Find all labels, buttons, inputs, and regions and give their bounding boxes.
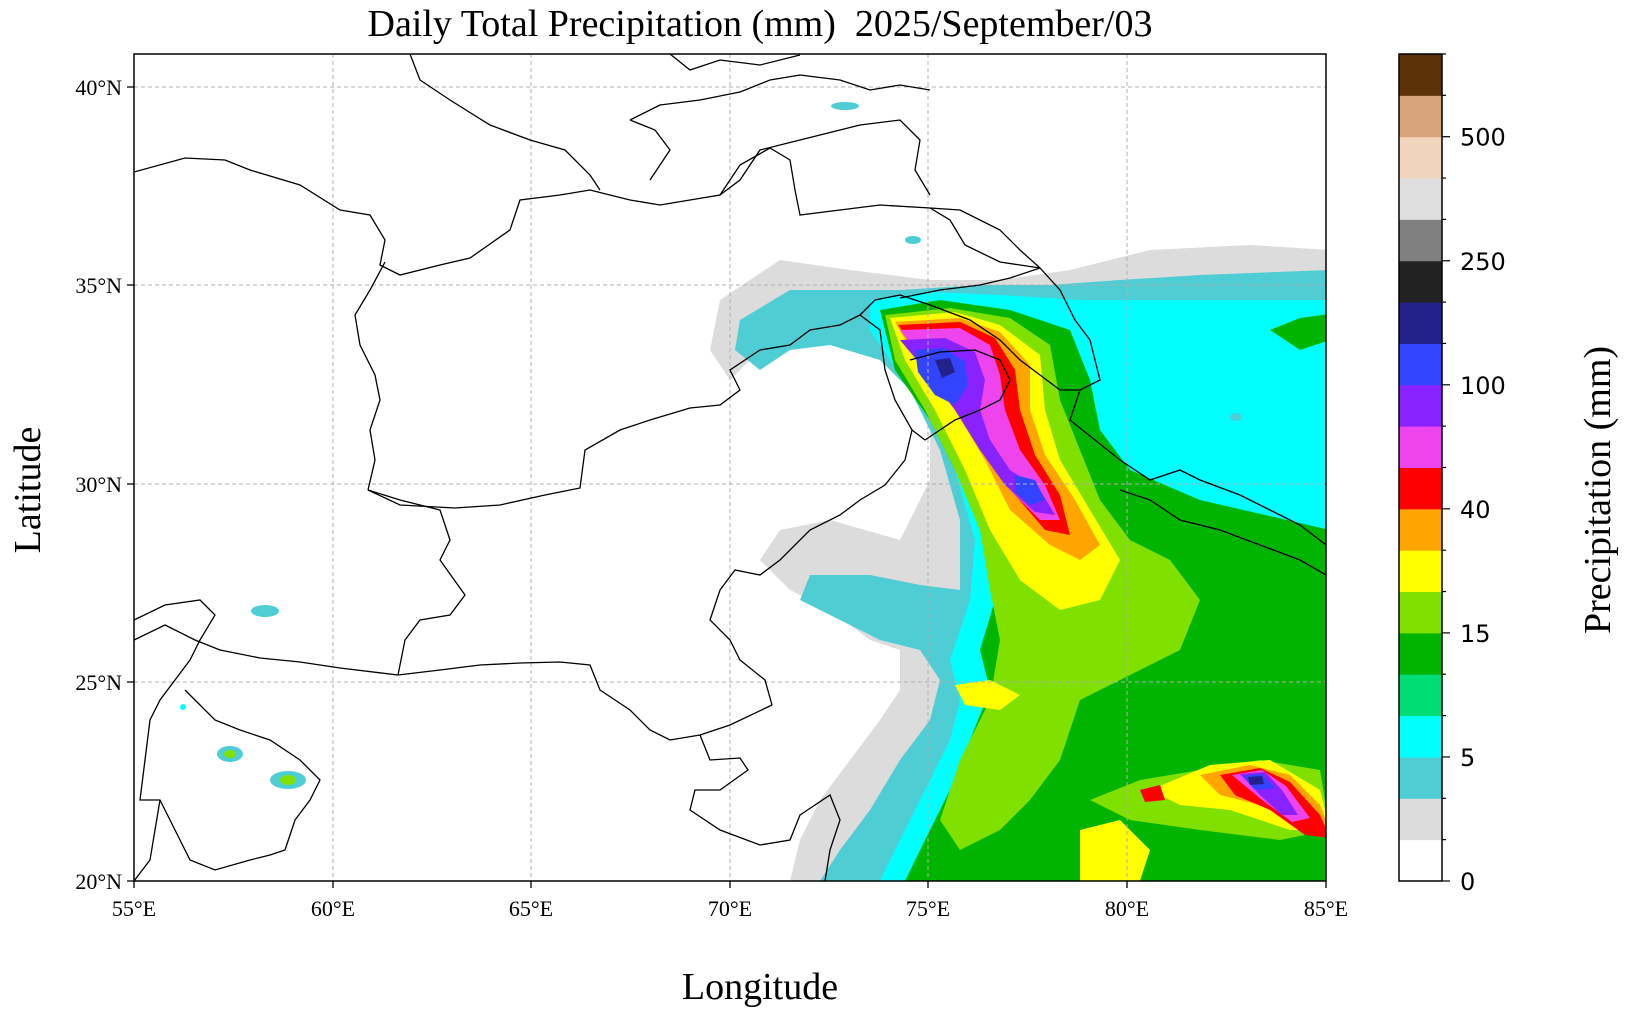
precip-patch-blue-mid <box>1015 475 1045 505</box>
map-title: Daily Total Precipitation (mm) 2025/Sept… <box>367 3 1153 45</box>
precip-cell-oman-3 <box>180 704 186 710</box>
cbar-label-250: 250 <box>1460 248 1506 276</box>
cbar-label-5: 5 <box>1460 744 1475 772</box>
colorbar-segment-1 <box>1399 798 1442 841</box>
colorbar-segment-16 <box>1399 178 1442 220</box>
colorbar-segment-4 <box>1399 674 1442 717</box>
cbar-label-100: 100 <box>1460 372 1506 400</box>
lon-tick-60: 60°E <box>311 896 355 921</box>
border-kashmir-2 <box>909 349 1011 441</box>
colorbar-segment-12 <box>1399 343 1442 386</box>
colorbar-segment-6 <box>1399 591 1442 634</box>
cbar-label-15: 15 <box>1460 620 1491 648</box>
cbar-label-500: 500 <box>1460 124 1506 152</box>
lat-tick-35: 35°N <box>75 273 122 298</box>
precip-cell-oman-2b <box>280 775 296 785</box>
lon-tick-75: 75°E <box>906 896 950 921</box>
colorbar-segment-18 <box>1399 95 1442 138</box>
colorbar-segments <box>1399 54 1442 882</box>
precip-cell-oman-1b <box>224 750 236 758</box>
gridlines <box>134 54 1326 881</box>
colorbar-tick-labels: 0 5 15 40 100 250 500 <box>1460 124 1506 896</box>
precip-patch-navy-se <box>1248 776 1264 785</box>
border-uzbekistan <box>409 54 601 191</box>
border-iran-afghanistan <box>354 261 386 491</box>
colorbar-segment-15 <box>1399 219 1442 262</box>
colorbar-segment-0 <box>1399 839 1442 882</box>
precip-cell-afg <box>905 236 921 244</box>
precip-cell-tajik <box>831 102 859 110</box>
lon-tick-70: 70°E <box>708 896 752 921</box>
lon-tick-labels: 55°E 60°E 65°E 70°E 75°E 80°E 85°E <box>112 896 1348 921</box>
lat-tick-25: 25°N <box>75 670 122 695</box>
precip-cell-iran <box>251 605 279 617</box>
lon-tick-85: 85°E <box>1304 896 1348 921</box>
colorbar-segment-17 <box>1399 136 1442 179</box>
lat-tick-40: 40°N <box>75 75 122 100</box>
border-iran-turkmenistan <box>134 157 631 276</box>
x-axis-label: Longitude <box>681 966 839 1008</box>
cbar-label-40: 40 <box>1460 496 1491 524</box>
india-coast-gujarat <box>689 734 841 881</box>
colorbar-segment-9 <box>1399 467 1442 510</box>
precip-patch-navy <box>935 358 955 378</box>
colorbar-segment-13 <box>1399 302 1442 344</box>
cbar-label-0: 0 <box>1460 868 1475 896</box>
colorbar-segment-19 <box>1399 54 1442 96</box>
colorbar-segment-10 <box>1399 426 1442 468</box>
axis-ticks <box>127 86 1327 888</box>
colorbar-segment-5 <box>1399 632 1442 675</box>
precipitation-field <box>180 102 1326 881</box>
lon-tick-55: 55°E <box>112 896 156 921</box>
country-borders <box>134 54 1326 881</box>
lat-tick-30: 30°N <box>75 472 122 497</box>
border-india-nepal <box>1119 489 1326 576</box>
colorbar-segment-3 <box>1399 715 1442 758</box>
precip-patch-yellow-s <box>1080 820 1150 881</box>
border-tajikistan <box>719 119 931 196</box>
border-kazakhstan <box>669 54 801 71</box>
colorbar-ticks <box>1442 53 1450 882</box>
lon-tick-65: 65°E <box>509 896 553 921</box>
colorbar-label: Precipitation (mm) <box>1577 345 1619 635</box>
colorbar-segment-2 <box>1399 756 1442 799</box>
border-iran-pakistan <box>367 489 466 676</box>
colorbar-segment-7 <box>1399 550 1442 593</box>
border-pakistan-india <box>709 314 913 706</box>
precip-patch-green-ne <box>1270 314 1326 350</box>
border-tajik-kyrgyz <box>629 119 671 181</box>
iran-coast-south <box>134 624 399 676</box>
precip-patch-yellow-w <box>955 680 1020 710</box>
border-kashmir <box>859 294 1080 391</box>
border-kyrgyzstan <box>629 74 931 121</box>
lat-tick-20: 20°N <box>75 869 122 894</box>
oman-coast <box>134 599 321 871</box>
precip-cell-tibet <box>1230 413 1242 421</box>
colorbar-segment-11 <box>1399 384 1442 427</box>
lat-tick-labels: 20°N 25°N 30°N 35°N 40°N <box>75 75 122 894</box>
colorbar-segment-14 <box>1399 260 1442 303</box>
arabia-border <box>134 799 161 881</box>
border-india-china <box>899 267 1326 546</box>
border-afghanistan-north <box>629 147 1041 269</box>
lon-tick-80: 80°E <box>1105 896 1149 921</box>
border-afghanistan-china <box>929 207 1041 269</box>
colorbar-segment-8 <box>1399 508 1442 551</box>
precip-patch-red-s <box>1140 785 1165 802</box>
border-afghanistan-pakistan <box>367 314 861 509</box>
